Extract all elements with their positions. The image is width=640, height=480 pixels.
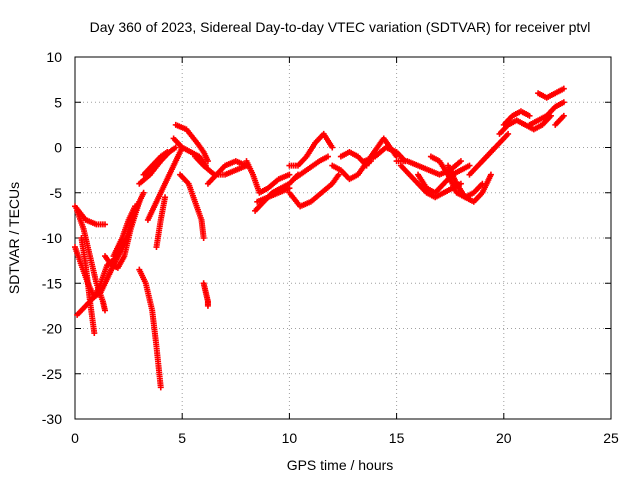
data-point bbox=[335, 171, 342, 178]
series-track-07 bbox=[110, 203, 139, 260]
x-axis-label: GPS time / hours bbox=[287, 457, 394, 473]
data-point bbox=[466, 162, 473, 169]
data-point bbox=[560, 99, 567, 106]
chart-title: Day 360 of 2023, Sidereal Day-to-day VTE… bbox=[90, 19, 591, 35]
grid bbox=[75, 57, 611, 419]
series-track-13 bbox=[172, 121, 211, 165]
series-track-25 bbox=[329, 158, 374, 183]
series-track-16 bbox=[200, 280, 211, 309]
data-point bbox=[526, 112, 533, 119]
series-track-15 bbox=[177, 171, 207, 241]
tick-labels: 0 5 10 15 20 25 -30 -25 -20 -15 -10 -5 0 5 10 bbox=[42, 49, 619, 446]
data-points bbox=[72, 85, 567, 391]
series-track-23 bbox=[286, 171, 342, 210]
data-point bbox=[286, 171, 293, 178]
data-point bbox=[329, 144, 336, 151]
data-point bbox=[102, 307, 109, 314]
x-tick-label: 0 bbox=[71, 430, 79, 446]
series-track-33 bbox=[445, 162, 494, 205]
data-point bbox=[162, 194, 169, 201]
data-point bbox=[102, 221, 109, 228]
x-tick-label: 25 bbox=[603, 430, 619, 446]
data-point bbox=[140, 189, 147, 196]
series-track-26 bbox=[337, 149, 370, 169]
data-point bbox=[164, 149, 171, 156]
axis-ticks bbox=[74, 56, 612, 420]
y-tick-label: -10 bbox=[42, 230, 62, 246]
y-tick-label: -20 bbox=[42, 321, 62, 337]
y-tick-label: -25 bbox=[42, 366, 62, 382]
data-point bbox=[200, 235, 207, 241]
y-tick-label: -30 bbox=[42, 411, 62, 427]
series-track-08 bbox=[136, 266, 164, 391]
data-point bbox=[157, 384, 164, 391]
y-tick-label: -15 bbox=[42, 275, 62, 291]
data-point bbox=[363, 162, 370, 169]
y-tick-label: -5 bbox=[50, 185, 63, 201]
data-point bbox=[560, 85, 567, 92]
data-point bbox=[204, 302, 211, 309]
series-track-18 bbox=[204, 158, 250, 187]
data-point bbox=[136, 198, 143, 205]
series-track-31 bbox=[415, 162, 473, 196]
series-track-40 bbox=[552, 112, 567, 128]
x-tick-label: 5 bbox=[178, 430, 186, 446]
series-track-19 bbox=[243, 158, 293, 196]
series-track-03 bbox=[78, 235, 98, 337]
data-point bbox=[457, 158, 464, 165]
x-tick-label: 15 bbox=[389, 430, 405, 446]
series-track-22 bbox=[286, 130, 336, 169]
data-point bbox=[505, 130, 512, 137]
data-point bbox=[324, 153, 331, 160]
series-track-39 bbox=[535, 85, 567, 101]
y-tick-label: 5 bbox=[54, 94, 62, 110]
series-track-32 bbox=[427, 153, 486, 201]
data-point bbox=[204, 158, 211, 165]
series-track-28 bbox=[361, 144, 409, 165]
data-point bbox=[91, 330, 98, 337]
x-tick-label: 10 bbox=[282, 430, 298, 446]
x-tick-label: 20 bbox=[496, 430, 512, 446]
data-point bbox=[172, 144, 179, 151]
data-point bbox=[132, 203, 139, 210]
series-track-35 bbox=[479, 130, 512, 165]
series-track-24 bbox=[290, 153, 331, 183]
series-track-02 bbox=[74, 207, 109, 314]
y-tick-label: 10 bbox=[46, 49, 62, 65]
data-point bbox=[487, 171, 494, 178]
series-track-21 bbox=[254, 185, 293, 205]
y-tick-label: 0 bbox=[54, 140, 62, 156]
data-point bbox=[560, 112, 567, 119]
series-track-38 bbox=[526, 99, 567, 128]
series-track-09 bbox=[153, 194, 169, 251]
series-track-12 bbox=[140, 149, 171, 178]
y-axis-label: SDTVAR / TECUs bbox=[6, 182, 22, 294]
series-track-37 bbox=[500, 108, 533, 128]
